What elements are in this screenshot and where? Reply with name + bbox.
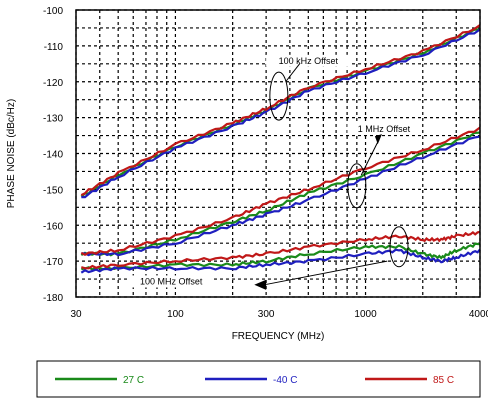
- annotation-label: 100 kHz Offset: [279, 56, 339, 66]
- group-ellipse: [389, 226, 409, 268]
- x-tick-label: 100: [167, 309, 184, 320]
- series-line: [80, 126, 481, 257]
- arrow-head: [374, 134, 382, 145]
- y-tick-label: -140: [43, 150, 63, 161]
- leader-line: [266, 260, 388, 285]
- legend-label: 85 C: [433, 375, 454, 386]
- y-tick-label: -130: [43, 114, 63, 125]
- annotation-bg: [128, 275, 214, 288]
- legend-box: [36, 360, 481, 398]
- series-line: [81, 28, 481, 199]
- leader-line: [285, 63, 300, 83]
- plot-frame: [75, 9, 481, 298]
- group-ellipse: [347, 163, 367, 209]
- legend: 27 C -40 C 85 C: [55, 375, 454, 386]
- annotation-label: 100 MHz Offset: [140, 276, 203, 286]
- leader-line: [360, 138, 380, 176]
- y-tick-label: -180: [43, 293, 63, 304]
- series-line: [80, 131, 481, 257]
- series-line: [80, 24, 481, 197]
- x-tick-label: 1000: [354, 309, 377, 320]
- annotation-bg: [266, 54, 351, 67]
- annotation-label: 1 MHz Offset: [358, 124, 411, 134]
- x-axis-label: FREQUENCY (MHz): [232, 331, 325, 342]
- y-tick-label: -120: [43, 78, 63, 89]
- series-line: [81, 230, 481, 270]
- legend-label: 27 C: [123, 375, 144, 386]
- x-tick-labels: 30 100 300 1000 4000: [70, 309, 488, 320]
- group-ellipse: [269, 71, 289, 121]
- arrow-head: [254, 279, 267, 290]
- series-lines: [80, 24, 481, 274]
- y-tick-label: -170: [43, 257, 63, 268]
- series-line: [81, 135, 481, 257]
- y-tick-labels: -100 -110 -120 -130 -140 -150 -160 -170 -180: [43, 6, 63, 304]
- x-tick-label: 300: [258, 309, 275, 320]
- x-tick-label: 30: [70, 309, 82, 320]
- y-tick-label: -100: [43, 6, 63, 17]
- y-tick-label: -110: [44, 42, 64, 53]
- series-line: [80, 248, 481, 274]
- x-tick-label: 4000: [469, 309, 488, 320]
- y-axis-label: PHASE NOISE (dBc/Hz): [6, 99, 17, 208]
- annotations: 100 kHz Offset 1 MHz Offset 100 MHz Offset: [128, 54, 421, 290]
- annotation-bg: [347, 122, 421, 135]
- series-line: [81, 242, 481, 271]
- y-tick-label: -150: [43, 185, 63, 196]
- y-tick-label: -160: [43, 221, 63, 232]
- legend-label: -40 C: [273, 375, 297, 386]
